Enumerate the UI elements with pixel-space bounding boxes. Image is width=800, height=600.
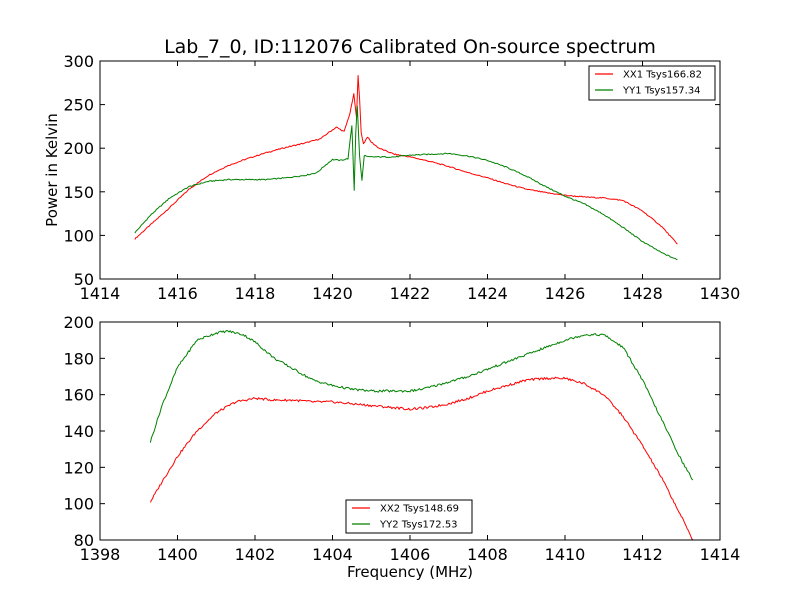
bottom-x-tick-label: 1412 [622, 545, 663, 564]
top-ticks-group: 1414 1416 1418 1420 1422 1424 1426 1428 1430 50 10… [63, 52, 740, 303]
legend-label-xx1: XX1 Tsys166.82 [623, 70, 702, 81]
top-y-tick-label: 200 [63, 139, 94, 158]
bottom-x-tick-label: 1406 [390, 545, 431, 564]
legend-label-yy2: YY2 Tsys172.53 [379, 520, 458, 531]
top-x-tick-label: 1426 [545, 284, 586, 303]
bottom-y-tick-label: 160 [63, 386, 94, 405]
bottom-legend: XX2 Tsys148.69 YY2 Tsys172.53 [345, 499, 473, 534]
bottom-x-tick-label: 1410 [545, 545, 586, 564]
top-x-tick-label: 1418 [235, 284, 276, 303]
bottom-legend-box [345, 499, 473, 534]
bottom-ticks-group: 1398 1400 1402 1404 1406 1408 1410 1412 1414 80 10… [63, 313, 740, 564]
bottom-series-line-2 [149, 329, 694, 481]
bottom-x-tick-label: 1408 [467, 545, 508, 564]
bottom-x-tick-label: 1404 [312, 545, 353, 564]
top-x-tick-label: 1430 [700, 284, 741, 303]
top-y-tick-label: 100 [63, 226, 94, 245]
bottom-x-tick-label: 1400 [157, 545, 198, 564]
bottom-x-tick-label: 1402 [235, 545, 276, 564]
legend-label-yy1: YY1 Tsys157.34 [622, 86, 701, 97]
top-series-line-2 [134, 105, 678, 261]
bottom-x-tick-label: 1414 [700, 545, 741, 564]
top-panel: 1414 1416 1418 1420 1422 1424 1426 1428 1430 50 10… [43, 52, 740, 303]
top-x-tick-label: 1422 [390, 284, 431, 303]
top-legend: XX1 Tsys166.82 YY1 Tsys157.34 [588, 65, 716, 101]
bottom-panel: 1398 1400 1402 1404 1406 1408 1410 1412 1414 80 10… [63, 313, 740, 581]
top-series-line-1 [134, 75, 678, 245]
bottom-y-tick-label: 100 [63, 495, 94, 514]
bottom-y-tick-label: 80 [74, 531, 94, 550]
bottom-plot-frame [99, 321, 721, 541]
top-y-tick-label: 250 [63, 96, 94, 115]
top-x-tick-label: 1416 [157, 284, 198, 303]
top-legend-box [588, 65, 716, 101]
top-y-tick-label: 50 [74, 270, 94, 289]
top-plot-frame [99, 60, 721, 280]
chart-title: Lab_7_0, ID:112076 Calibrated On-source … [164, 36, 656, 58]
top-x-tick-label: 1414 [80, 284, 121, 303]
bottom-series-group [149, 329, 694, 541]
bottom-y-tick-label: 200 [63, 313, 94, 332]
bottom-y-tick-label: 180 [63, 349, 94, 368]
top-x-tick-label: 1428 [622, 284, 663, 303]
bottom-y-tick-label: 120 [63, 458, 94, 477]
legend-label-xx2: XX2 Tsys148.69 [380, 504, 459, 515]
top-y-tick-label: 300 [63, 52, 94, 71]
x-axis-label: Frequency (MHz) [347, 563, 473, 581]
top-series-group [134, 75, 678, 261]
bottom-y-tick-label: 140 [63, 422, 94, 441]
top-x-tick-label: 1420 [312, 284, 353, 303]
top-y-tick-label: 150 [63, 183, 94, 202]
bottom-x-tick-label: 1398 [80, 545, 121, 564]
y-axis-label: Power in Kelvin [43, 113, 61, 227]
bottom-series-line-1 [149, 376, 694, 541]
top-x-tick-label: 1424 [467, 284, 508, 303]
